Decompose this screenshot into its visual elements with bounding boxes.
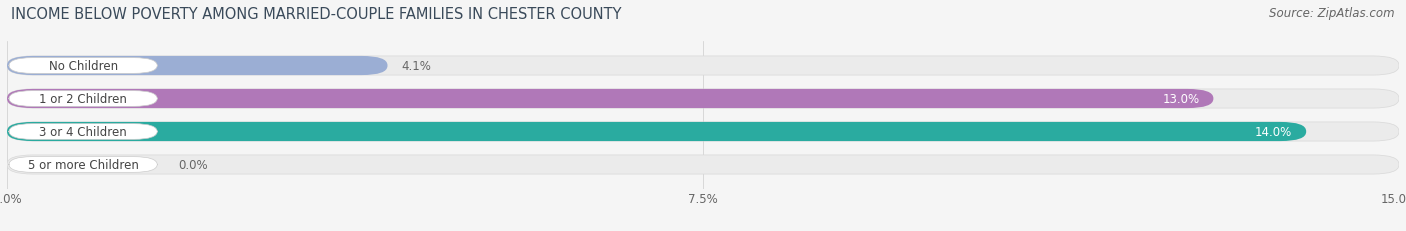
Text: 0.0%: 0.0% — [179, 158, 208, 171]
FancyBboxPatch shape — [7, 57, 1399, 76]
FancyBboxPatch shape — [7, 57, 388, 76]
Text: 4.1%: 4.1% — [402, 60, 432, 73]
Text: 3 or 4 Children: 3 or 4 Children — [39, 125, 127, 138]
FancyBboxPatch shape — [7, 122, 1399, 141]
FancyBboxPatch shape — [8, 124, 157, 140]
Text: Source: ZipAtlas.com: Source: ZipAtlas.com — [1270, 7, 1395, 20]
Text: 14.0%: 14.0% — [1256, 125, 1292, 138]
FancyBboxPatch shape — [7, 90, 1213, 109]
FancyBboxPatch shape — [7, 122, 1306, 141]
FancyBboxPatch shape — [7, 90, 1399, 109]
Text: 5 or more Children: 5 or more Children — [28, 158, 139, 171]
FancyBboxPatch shape — [8, 91, 157, 107]
FancyBboxPatch shape — [8, 157, 157, 173]
Text: 13.0%: 13.0% — [1163, 93, 1199, 106]
Text: INCOME BELOW POVERTY AMONG MARRIED-COUPLE FAMILIES IN CHESTER COUNTY: INCOME BELOW POVERTY AMONG MARRIED-COUPL… — [11, 7, 621, 22]
Text: 1 or 2 Children: 1 or 2 Children — [39, 93, 127, 106]
FancyBboxPatch shape — [7, 155, 1399, 174]
Text: No Children: No Children — [49, 60, 118, 73]
FancyBboxPatch shape — [8, 58, 157, 74]
